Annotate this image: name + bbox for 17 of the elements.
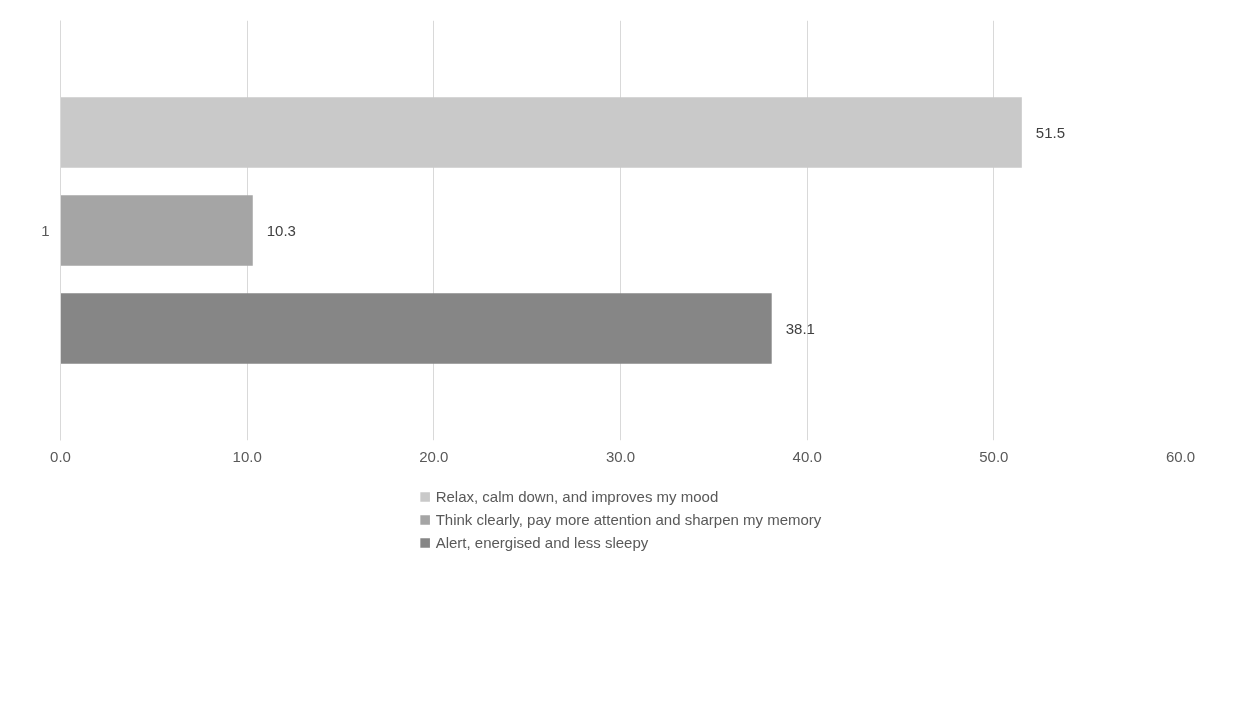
legend-label: Think clearly, pay more attention and sharpen my memory: [435, 510, 822, 528]
x-tick-label: 30.0: [605, 447, 636, 465]
data-label: 10.3: [266, 221, 296, 239]
x-tick-label: 50.0: [979, 447, 1009, 465]
x-tick-label: 20.0: [419, 447, 449, 465]
bar: [60, 195, 253, 266]
x-tick-label: 40.0: [792, 447, 822, 465]
bar: [60, 97, 1022, 168]
x-tick-label: 0.0: [50, 447, 71, 465]
bar: [60, 293, 772, 364]
x-tick-label: 10.0: [232, 447, 262, 465]
legend-label: Relax, calm down, and improves my mood: [435, 487, 719, 505]
data-label: 38.1: [785, 319, 815, 337]
data-label: 51.5: [1035, 123, 1066, 141]
legend-label: Alert, energised and less sleepy: [435, 533, 649, 551]
x-tick-label: 60.0: [1165, 447, 1196, 465]
y-tick-label: 1: [41, 221, 50, 239]
